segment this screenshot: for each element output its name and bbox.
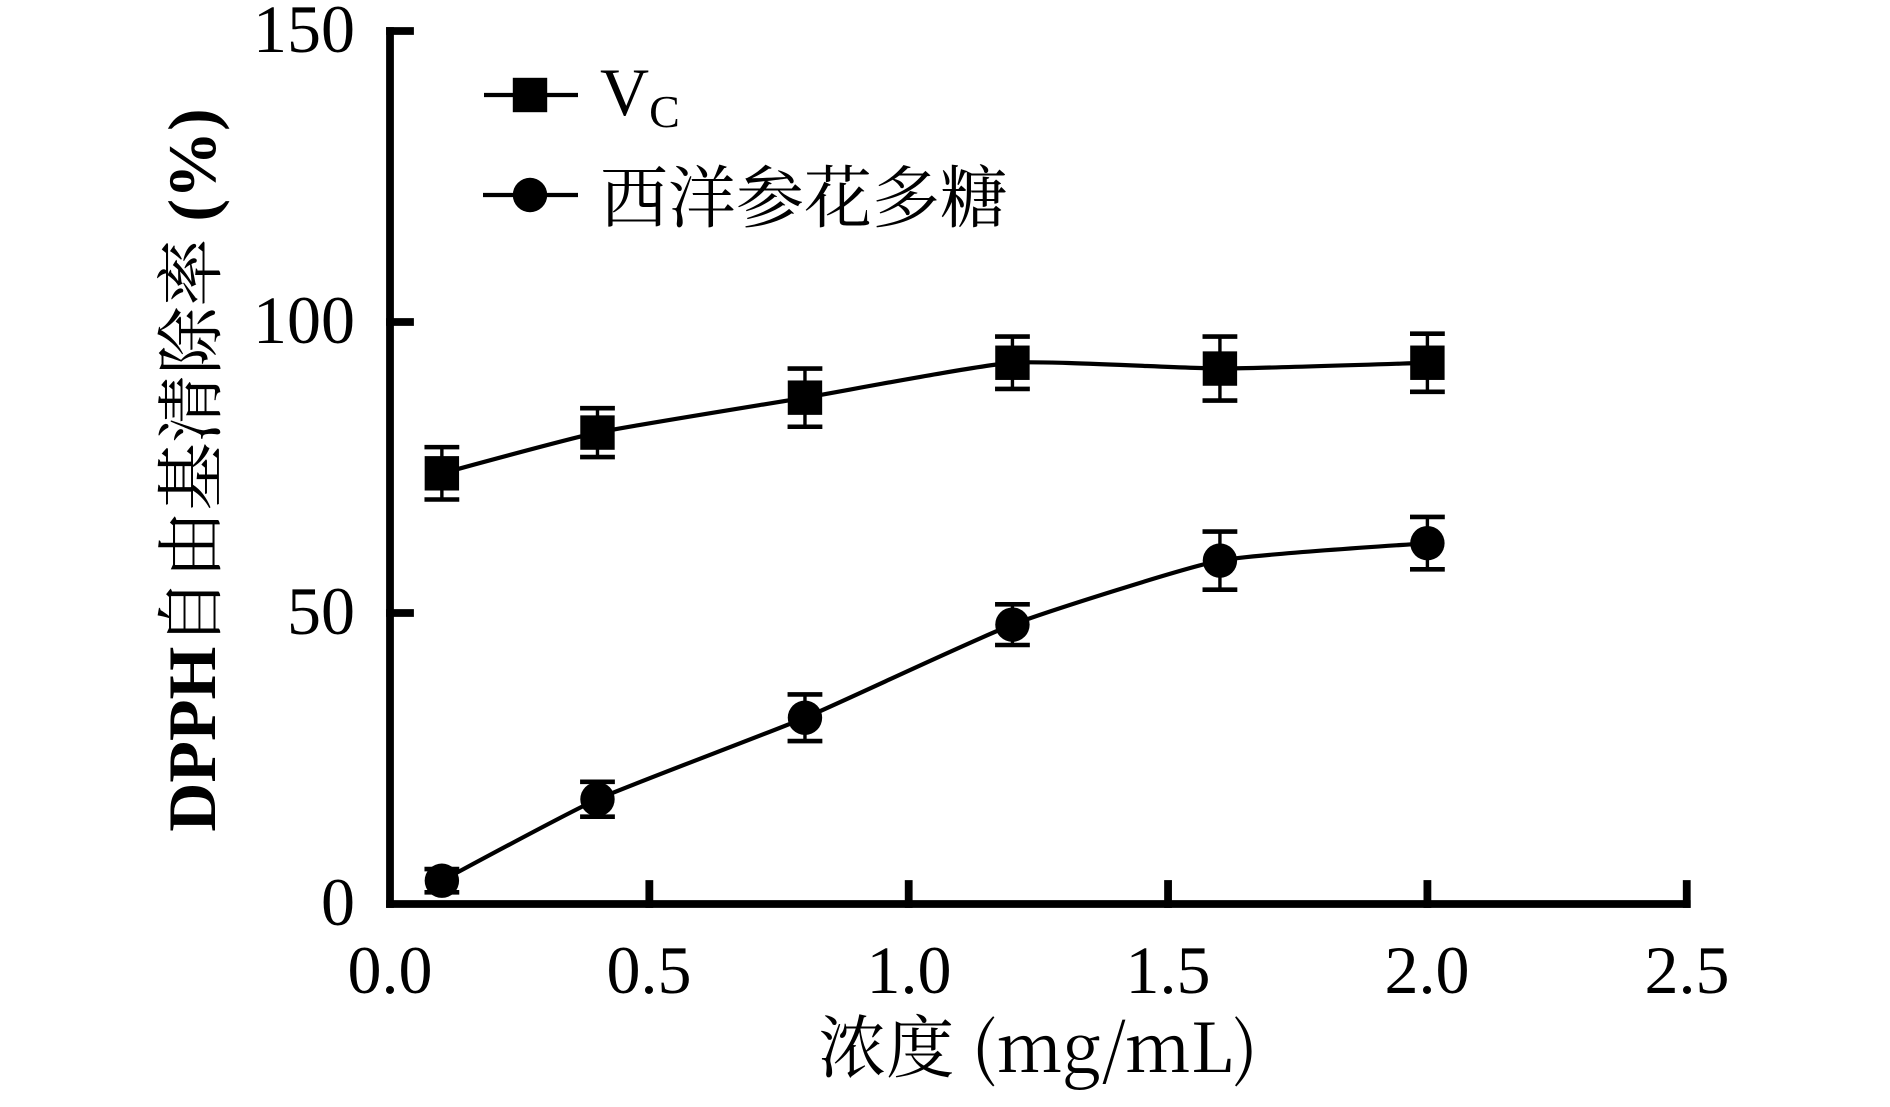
svg-text:西洋参花多糖: 西洋参花多糖 <box>600 145 1008 242</box>
svg-text:浓度 (mg/mL): 浓度 (mg/mL) <box>818 995 1258 1092</box>
svg-text:150: 150 <box>253 0 355 67</box>
svg-text:0.0: 0.0 <box>348 932 433 1008</box>
svg-text:2.0: 2.0 <box>1385 932 1470 1008</box>
svg-text:50: 50 <box>287 573 355 649</box>
svg-text:2.5: 2.5 <box>1645 932 1730 1008</box>
svg-text:100: 100 <box>253 282 355 358</box>
svg-text:0: 0 <box>321 864 355 940</box>
svg-text:0.5: 0.5 <box>607 932 692 1008</box>
